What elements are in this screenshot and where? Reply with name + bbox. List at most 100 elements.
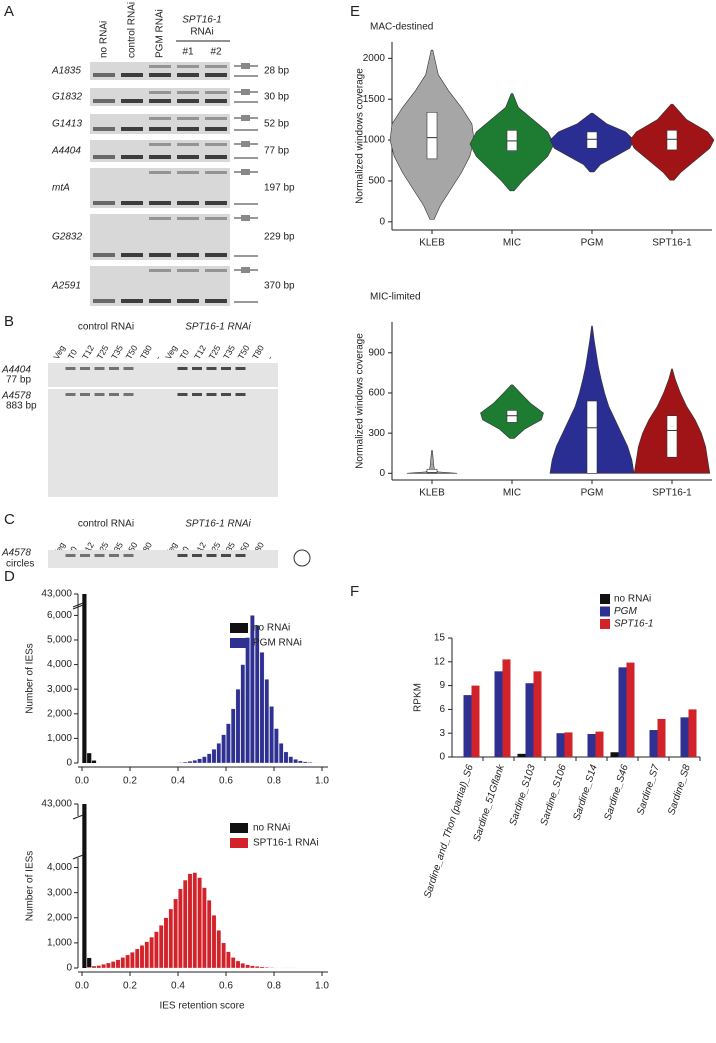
gel-band [177,201,199,205]
size-label: 229 bp [264,232,295,243]
panel-label: C [4,511,15,528]
y-tick-label: 15 [434,633,446,644]
gel-band [205,117,227,120]
y-tick-label: 3,000 [47,684,72,695]
schematic [241,169,250,175]
bar [96,965,102,969]
lane-label: control RNAi [127,2,138,58]
bar [106,962,111,969]
panel-label: F [350,583,359,600]
x-tick-label: 0.6 [219,981,233,992]
lane-label: T35 [221,343,237,361]
x-tick-label: 1.0 [315,981,329,992]
row-label: A2591 [51,281,81,292]
lane-label: T50 [124,343,140,361]
y-tick-label: 9 [439,680,445,691]
gel-band [205,201,227,205]
gel-band [177,127,199,131]
gel-band [121,127,143,131]
y-tick-label: 2,000 [47,912,72,923]
y-tick-label: 3,000 [47,887,72,898]
gel-band [93,127,115,131]
row-label: A4404 [51,146,81,157]
lane-label: #2 [210,47,222,58]
legend-swatch [600,606,610,617]
x-tick-label: Sardine_and_Thon (partial)_S6 [422,763,476,900]
bar [158,925,164,969]
box [426,468,438,474]
gel-band [123,554,134,557]
y-tick-label: 0 [439,752,445,763]
bar [302,761,308,764]
x-tick-label: 0.2 [123,776,137,787]
bar [463,695,472,757]
gel-band [149,299,171,303]
gel-band [177,99,199,103]
gel-band [121,253,143,257]
x-tick-label: Sardine_S14 [572,763,600,822]
gel-band [221,554,231,557]
gel-band [205,73,227,77]
y-tick-label: 1,000 [47,938,72,949]
gel-band [109,554,119,557]
bar [91,966,97,969]
y-tick-label: 0 [379,468,385,479]
gel-band [206,367,217,370]
bar [192,872,198,969]
bar [250,615,255,764]
x-tick-label: SPT16-1 [652,488,692,499]
legend-label: SPT16-1 [614,619,653,630]
gel-band [205,127,227,131]
gel-band [109,367,119,370]
bar [298,760,303,764]
bar [595,731,604,757]
bar [587,733,596,757]
bar [216,930,222,969]
size-label: 370 bp [264,281,295,292]
legend-swatch [600,619,610,629]
gel-band [121,99,143,103]
bar [254,966,260,969]
box [426,111,438,160]
bar [168,908,174,969]
gel-strip [160,363,278,387]
gel-band [205,155,227,159]
y-tick-label: 600 [368,388,385,399]
x-tick-label: 0.4 [171,981,185,992]
y-tick-label: 1,000 [47,733,72,744]
gel-band [149,171,171,174]
bar [87,957,92,968]
gel-band [177,253,199,257]
row-label: A4404 [1,365,31,376]
bar [564,732,573,757]
y-tick-label: 43,000 [41,799,72,810]
y-tick-label: 43,000 [41,589,72,600]
bar [235,960,241,969]
bar [178,888,183,969]
gel-band [80,367,90,370]
legend-label: no RNAi [614,594,651,605]
bar [230,957,236,969]
gel-band [93,73,115,77]
gel-band [221,393,231,396]
bar [91,760,97,763]
gel-band [177,73,199,77]
bar [101,964,106,969]
lane-label: Veg [163,343,179,361]
x-tick-label: Sardine_S103 [508,763,538,827]
legend-label: PGM [614,606,637,617]
bar [618,667,627,757]
box [666,415,678,458]
x-tick-label: KLEB [419,488,445,499]
bar [206,753,212,764]
bar [163,917,169,969]
bar [154,931,159,969]
lane-label: T0 [178,347,192,361]
lane-label: T80 [138,343,154,361]
gel-band [206,393,217,396]
gel-band [149,91,171,94]
size-label: 28 bp [264,66,289,77]
gel-band [121,299,143,303]
legend-swatch [230,638,248,648]
